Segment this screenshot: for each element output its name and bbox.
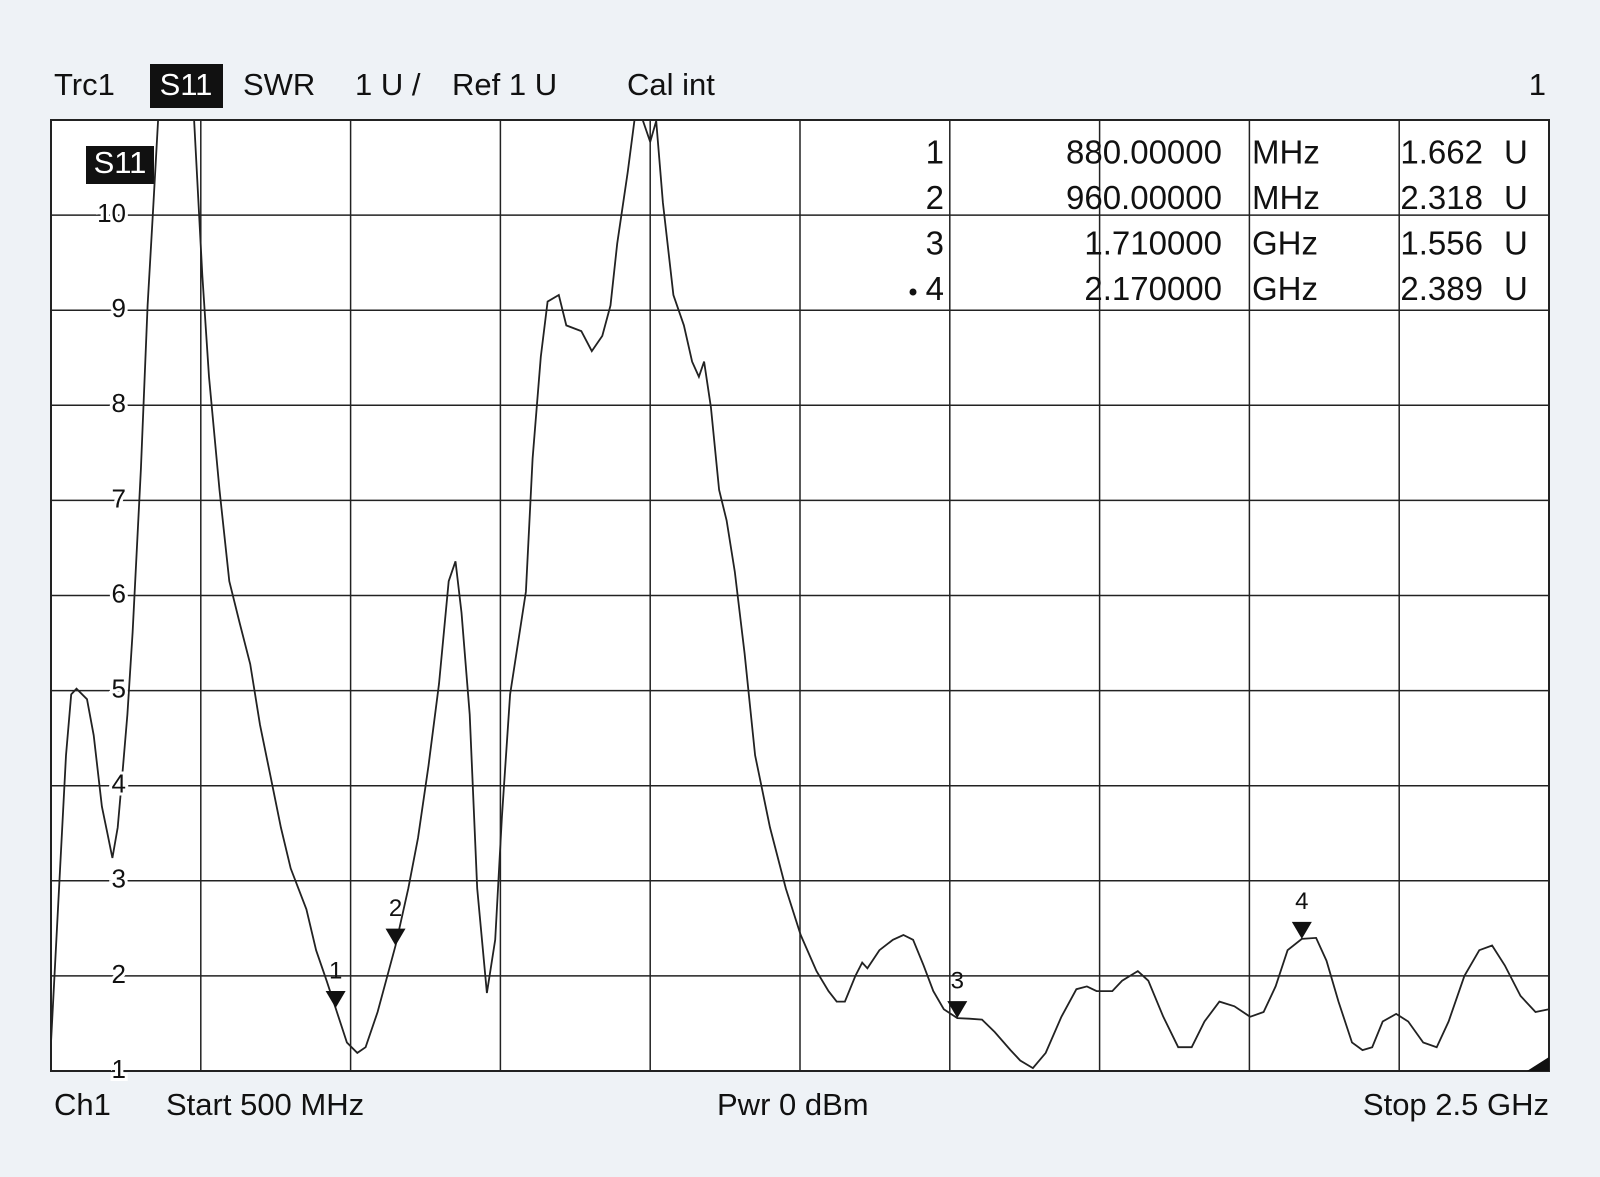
- corner-wedge: [1527, 1057, 1549, 1071]
- marker-value-unit: U: [1504, 225, 1528, 262]
- marker-frequency: 2.170000: [1084, 270, 1222, 307]
- y-tick-label: 10: [97, 198, 126, 228]
- y-tick-label: 4: [112, 769, 126, 799]
- stop-label: Stop 2.5 GHz: [1363, 1087, 1549, 1122]
- trace-tag: S11: [94, 145, 147, 180]
- param-label: S11: [160, 67, 213, 102]
- marker-label: 3: [951, 967, 964, 994]
- y-tick-label: 2: [112, 959, 126, 989]
- y-tick-label: 1: [112, 1054, 126, 1084]
- cal-label: Cal int: [627, 67, 715, 102]
- marker-triangle: [385, 928, 406, 946]
- scale-label: 1 U /: [355, 67, 421, 102]
- y-tick-label: 3: [112, 864, 126, 894]
- start-label: Start 500 MHz: [166, 1087, 364, 1122]
- marker-triangle: [1291, 921, 1312, 939]
- marker-triangle: [947, 1001, 968, 1019]
- marker-frequency-unit: GHz: [1252, 270, 1318, 307]
- marker-number: 4: [926, 270, 944, 307]
- y-tick-label: 8: [112, 388, 126, 418]
- marker-triangle: [325, 991, 346, 1009]
- ref-label: Ref 1 U: [452, 67, 557, 102]
- marker-frequency-unit: MHz: [1252, 134, 1320, 171]
- trace-tag-box: [86, 146, 154, 184]
- y-tick-label: 5: [112, 673, 126, 703]
- marker-number: 2: [926, 179, 944, 216]
- marker-frequency: 880.00000: [1066, 134, 1222, 171]
- marker-value: 1.556: [1400, 225, 1483, 262]
- window-label: 1: [1529, 67, 1546, 102]
- marker-label: 2: [389, 895, 402, 922]
- marker-value-unit: U: [1504, 134, 1528, 171]
- marker-frequency-unit: GHz: [1252, 225, 1318, 262]
- plot-border: [50, 119, 1550, 1072]
- active-marker-dot: [909, 288, 917, 296]
- marker-label: 1: [329, 957, 342, 984]
- marker-value: 2.389: [1400, 270, 1483, 307]
- trace-line: [51, 120, 1549, 1070]
- trace-label: Trc1: [54, 67, 115, 102]
- marker-value: 2.318: [1400, 179, 1483, 216]
- param-highlight: [150, 64, 223, 108]
- marker-label: 4: [1295, 888, 1308, 915]
- marker-value: 1.662: [1400, 134, 1483, 171]
- marker-number: 1: [926, 134, 944, 171]
- y-tick-label: 9: [112, 293, 126, 323]
- power-label: Pwr 0 dBm: [717, 1087, 869, 1122]
- y-tick-label: 6: [112, 578, 126, 608]
- format-label: SWR: [243, 67, 315, 102]
- channel-label: Ch1: [54, 1087, 111, 1122]
- marker-frequency-unit: MHz: [1252, 179, 1320, 216]
- marker-number: 3: [926, 225, 944, 262]
- marker-value-unit: U: [1504, 270, 1528, 307]
- marker-value-unit: U: [1504, 179, 1528, 216]
- y-tick-label: 7: [112, 483, 126, 513]
- marker-frequency: 1.710000: [1084, 225, 1222, 262]
- marker-frequency: 960.00000: [1066, 179, 1222, 216]
